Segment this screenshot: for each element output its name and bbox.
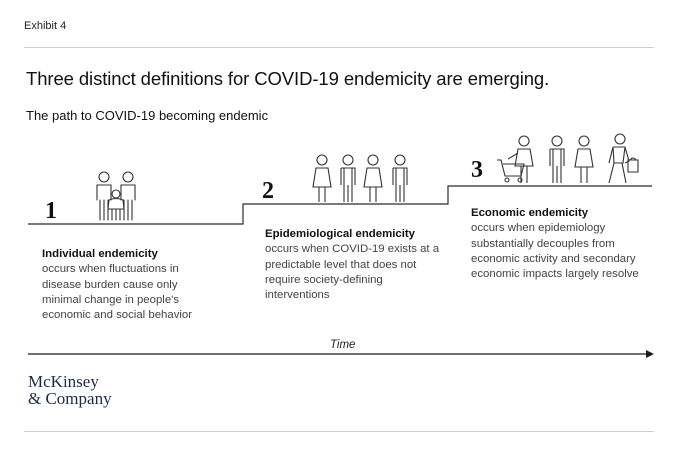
exhibit-label: Exhibit 4 [24,20,67,32]
page-title: Three distinct definitions for COVID-19 … [26,68,550,89]
stage-3-heading: Economic endemicity [471,207,589,219]
woman-icon [363,154,383,202]
shopper-with-cart-icon [497,135,534,183]
stage-1-heading: Individual endemicity [42,248,158,260]
stage-1-number: 1 [45,198,57,224]
bottom-divider [24,431,654,432]
stage-2-text: Epidemiological endemicity occurs when C… [265,227,445,303]
man-icon [392,154,408,202]
time-axis-arrowhead [646,350,654,358]
time-axis-label: Time [330,339,356,351]
woman-icon [574,135,594,183]
logo-line-1: McKinsey [28,372,99,391]
man-icon [340,154,356,202]
man-icon [549,135,565,183]
staircase-line [28,185,652,225]
stage-3-description: occurs when epidemiology substantially d… [471,222,639,281]
family-icon [96,171,136,221]
stage-3-text: Economic endemicity occurs when epidemio… [471,206,651,282]
top-divider [24,47,654,48]
chart-subtitle: The path to COVID-19 becoming endemic [26,108,269,123]
stage-2-description: occurs when COVID-19 exists at a predict… [265,243,440,302]
stage-1-description: occurs when fluctuations in disease burd… [42,263,193,322]
stage-1-text: Individual endemicity occurs when fluctu… [42,247,217,323]
logo-line-2: & Company [28,389,112,408]
person-with-shopping-bag-icon [608,133,639,184]
mckinsey-logo: McKinsey & Company [28,373,112,407]
woman-icon [312,154,332,202]
stage-2-heading: Epidemiological endemicity [265,228,416,240]
stage-2-number: 2 [262,178,274,204]
stage-3-number: 3 [471,157,483,183]
